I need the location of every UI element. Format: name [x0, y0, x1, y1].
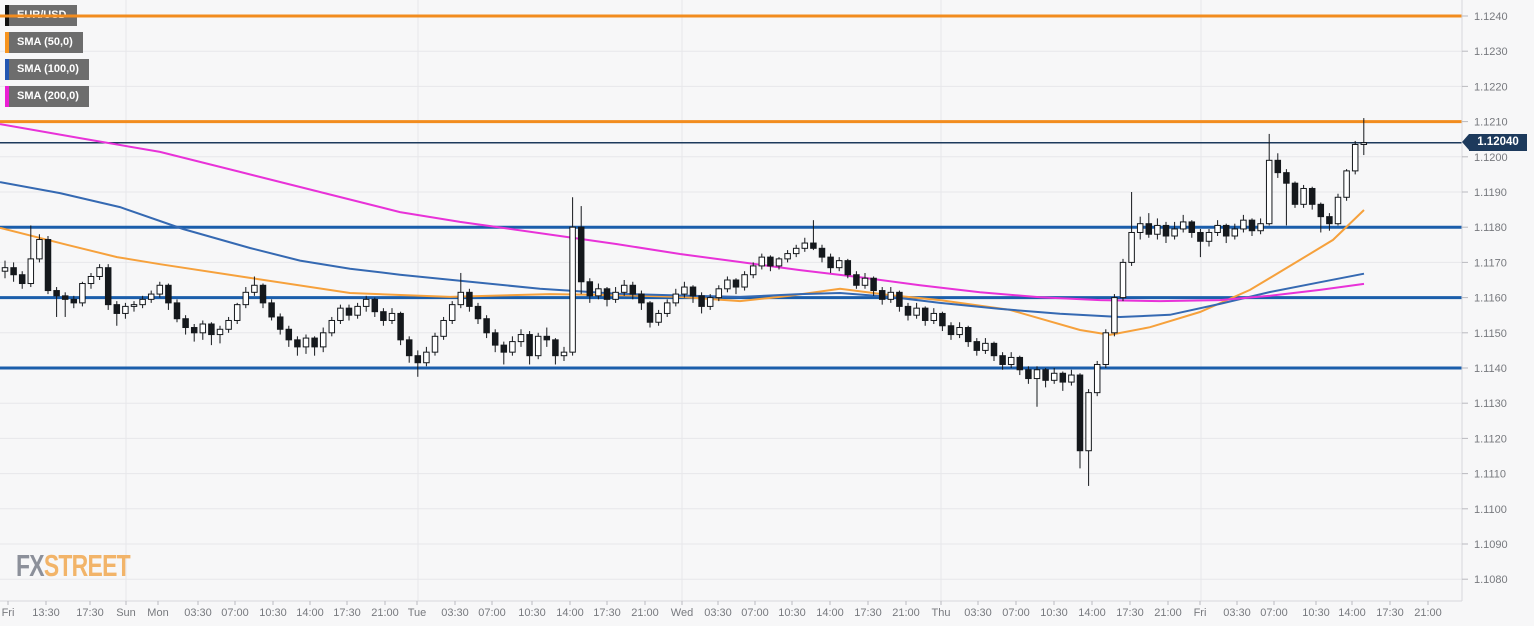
- logo-fx: FX: [16, 548, 45, 583]
- legend-item-sma100[interactable]: SMA (100,0): [5, 59, 89, 80]
- legend-label: SMA (200,0): [9, 86, 89, 107]
- legend-label: SMA (100,0): [9, 59, 89, 80]
- logo-street: STREET: [43, 548, 131, 583]
- legend-item-eurusd[interactable]: EUR/USD: [5, 5, 89, 26]
- sma200-color-key: [5, 86, 9, 107]
- fxstreet-logo: FXSTREET: [16, 548, 131, 584]
- current-price-badge: 1.12040: [1462, 134, 1527, 152]
- legend-item-sma50[interactable]: SMA (50,0): [5, 32, 89, 53]
- sma50-color-key: [5, 32, 9, 53]
- sma100-color-key: [5, 59, 9, 80]
- legend-label: SMA (50,0): [9, 32, 83, 53]
- legend-label: EUR/USD: [9, 5, 77, 26]
- legend-item-sma200[interactable]: SMA (200,0): [5, 86, 89, 107]
- chart-legend: EUR/USD SMA (50,0) SMA (100,0) SMA (200,…: [5, 5, 89, 113]
- current-price-value: 1.12040: [1477, 136, 1519, 149]
